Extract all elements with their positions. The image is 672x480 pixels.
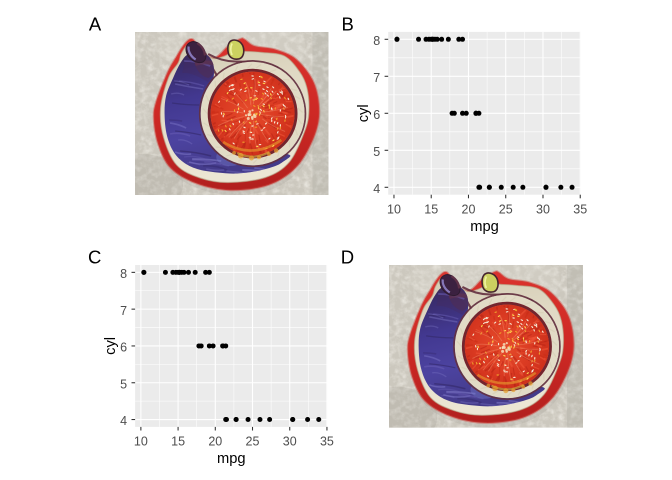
svg-text:A: A bbox=[89, 14, 102, 35]
svg-text:4: 4 bbox=[120, 414, 127, 428]
svg-text:25: 25 bbox=[246, 435, 260, 449]
svg-text:15: 15 bbox=[171, 435, 185, 449]
svg-text:20: 20 bbox=[208, 435, 222, 449]
svg-text:C: C bbox=[88, 247, 101, 268]
svg-text:10: 10 bbox=[387, 202, 401, 216]
svg-text:cyl: cyl bbox=[103, 337, 119, 355]
svg-text:4: 4 bbox=[373, 182, 380, 196]
svg-text:20: 20 bbox=[462, 202, 476, 216]
svg-text:10: 10 bbox=[134, 435, 148, 449]
svg-text:5: 5 bbox=[373, 145, 380, 159]
svg-text:mpg: mpg bbox=[217, 451, 246, 467]
svg-text:7: 7 bbox=[373, 71, 380, 85]
svg-text:25: 25 bbox=[499, 202, 513, 216]
svg-text:6: 6 bbox=[120, 341, 127, 355]
svg-text:8: 8 bbox=[120, 267, 127, 281]
svg-text:B: B bbox=[342, 14, 354, 35]
svg-text:cyl: cyl bbox=[356, 104, 372, 122]
svg-text:15: 15 bbox=[424, 202, 438, 216]
svg-text:D: D bbox=[341, 247, 354, 268]
svg-text:mpg: mpg bbox=[470, 219, 499, 235]
svg-text:5: 5 bbox=[120, 377, 127, 391]
svg-text:35: 35 bbox=[320, 435, 334, 449]
svg-text:35: 35 bbox=[573, 202, 587, 216]
svg-text:7: 7 bbox=[120, 304, 127, 318]
svg-text:8: 8 bbox=[373, 34, 380, 48]
svg-text:30: 30 bbox=[283, 435, 297, 449]
svg-text:6: 6 bbox=[373, 108, 380, 122]
svg-text:30: 30 bbox=[536, 202, 550, 216]
